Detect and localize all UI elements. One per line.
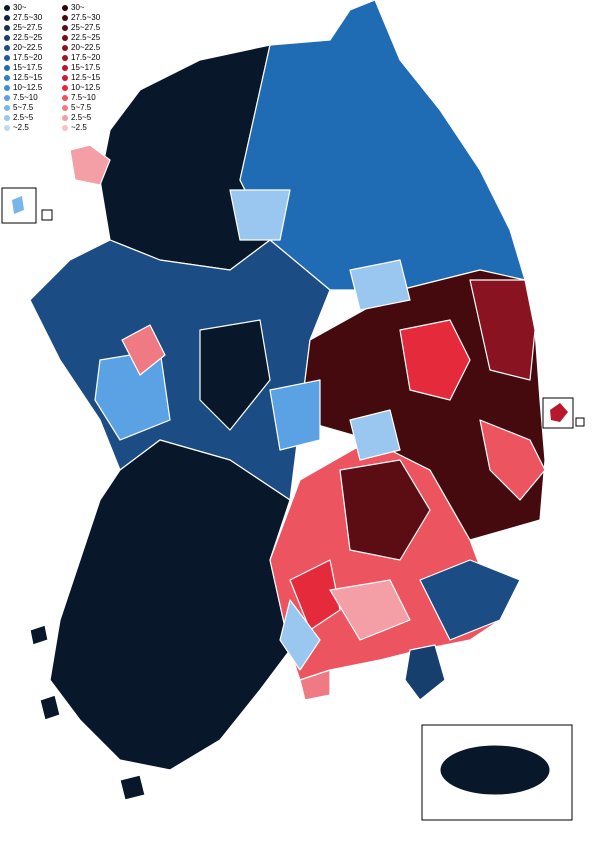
inset-frame: [421, 724, 573, 821]
legend-swatch: [62, 105, 68, 111]
legend-label: 5~7.5: [71, 103, 92, 112]
legend-label: 10~12.5: [71, 83, 101, 92]
legend-label: 12.5~15: [13, 73, 43, 82]
legend-label: 12.5~15: [71, 73, 101, 82]
region: [289, 559, 341, 631]
region: [329, 579, 411, 641]
region: [299, 669, 331, 701]
region: [399, 319, 471, 401]
legend-label: 7.5~10: [71, 93, 96, 102]
legend-swatch: [62, 5, 68, 11]
legend-label: 27.5~30: [13, 13, 43, 22]
legend-swatch: [4, 75, 10, 81]
region: [419, 559, 521, 641]
legend-label: 5~7.5: [13, 103, 34, 112]
legend-label: 25~27.5: [13, 23, 43, 32]
legend-label: 25~27.5: [71, 23, 101, 32]
region: [239, 0, 526, 291]
legend-swatch: [62, 55, 68, 61]
island: [12, 196, 24, 214]
legend-swatch: [4, 85, 10, 91]
legend-label: 30~: [71, 3, 85, 12]
region: [269, 379, 321, 451]
legend-label: 2.5~5: [71, 113, 92, 122]
legend-swatch: [4, 95, 10, 101]
legend-label: 2.5~5: [13, 113, 34, 122]
legend-swatch: [4, 5, 10, 11]
legend-label: 17.5~20: [13, 53, 43, 62]
legend-swatch: [62, 115, 68, 121]
inset-frame: [1, 187, 37, 224]
region: [404, 644, 446, 701]
legend-label: 10~12.5: [13, 83, 43, 92]
legend-swatch: [62, 95, 68, 101]
region: [69, 144, 111, 186]
island: [439, 744, 551, 796]
legend-swatch: [4, 45, 10, 51]
legend-swatch: [62, 35, 68, 41]
legend-swatch: [4, 105, 10, 111]
region: [349, 259, 411, 311]
region: [349, 409, 401, 461]
legend-label: 30~: [13, 3, 27, 12]
legend-label: 27.5~30: [71, 13, 101, 22]
legend-label: 15~17.5: [71, 63, 101, 72]
region: [469, 279, 536, 381]
legend-swatch: [4, 35, 10, 41]
region: [49, 439, 291, 771]
legend-label: 17.5~20: [71, 53, 101, 62]
legend-swatch: [62, 75, 68, 81]
legend-swatch: [4, 25, 10, 31]
legend-label: 15~17.5: [13, 63, 43, 72]
region: [339, 459, 431, 561]
region: [229, 189, 291, 241]
legend-label: 22.5~25: [71, 33, 101, 42]
legend: 30~27.5~3025~27.522.5~2520~22.517.5~2015…: [4, 3, 101, 132]
legend-label: ~2.5: [13, 123, 29, 132]
island: [119, 774, 146, 801]
region: [121, 324, 166, 376]
legend-label: 20~22.5: [13, 43, 43, 52]
legend-swatch: [62, 85, 68, 91]
island: [29, 624, 49, 646]
legend-label: ~2.5: [71, 123, 87, 132]
legend-label: 20~22.5: [71, 43, 101, 52]
mainland: [29, 0, 546, 801]
inset-frame: [575, 417, 585, 427]
legend-swatch: [62, 25, 68, 31]
legend-swatch: [62, 125, 68, 131]
region: [279, 599, 321, 671]
island: [550, 403, 568, 422]
inset-frame: [542, 397, 574, 429]
region: [479, 419, 546, 501]
legend-label: 7.5~10: [13, 93, 38, 102]
legend-swatch: [4, 55, 10, 61]
region: [199, 319, 271, 431]
legend-swatch: [4, 65, 10, 71]
inset-frame: [41, 209, 53, 221]
legend-swatch: [4, 125, 10, 131]
legend-swatch: [4, 15, 10, 21]
legend-swatch: [62, 45, 68, 51]
island: [39, 694, 61, 721]
legend-swatch: [4, 115, 10, 121]
insets: [1, 187, 585, 821]
legend-label: 22.5~25: [13, 33, 43, 42]
legend-swatch: [62, 15, 68, 21]
legend-swatch: [62, 65, 68, 71]
